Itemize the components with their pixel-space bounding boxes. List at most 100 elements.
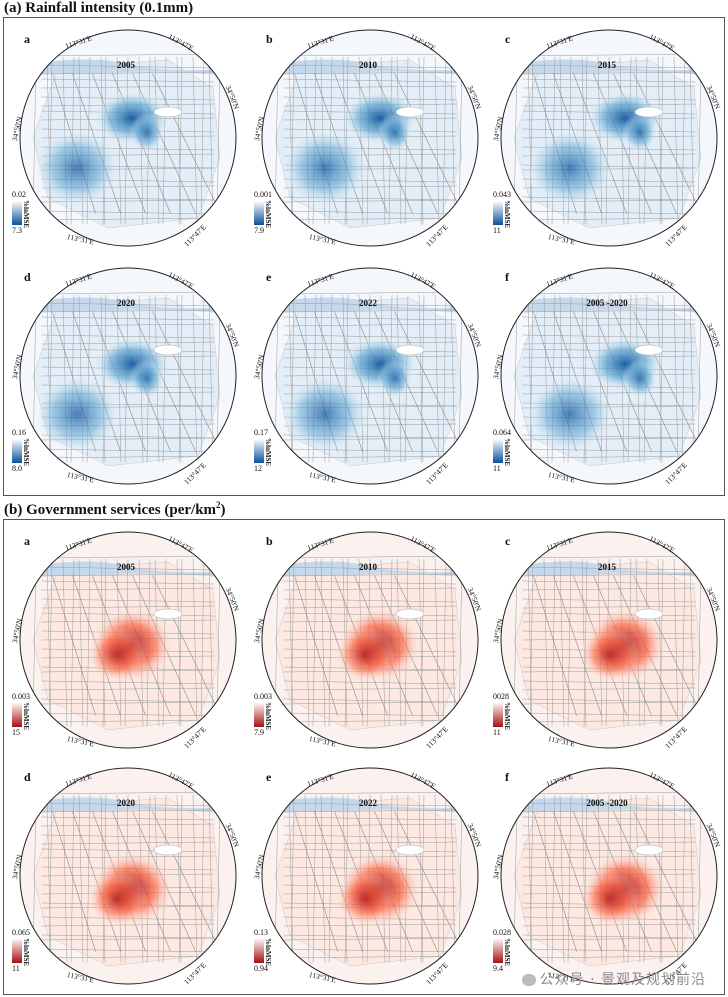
legend-max: 0.003 [12, 692, 30, 701]
hotspot [129, 113, 165, 153]
hotspot [87, 627, 147, 683]
panel-label: c [505, 32, 511, 46]
hotspot [280, 374, 370, 454]
map-svg [493, 531, 718, 749]
lake [153, 106, 183, 118]
legend-min: 8.0 [12, 464, 22, 473]
section-b-frame [3, 519, 725, 995]
legend-max: 0.043 [493, 190, 511, 199]
map-panel-section_a-d: d 2020 113°31'E 113°47'E 34°50'N 34°50'N 113°3… [6, 258, 246, 490]
map-panel-section_a-e: e 2022 113°31'E 113°47'E 34°50'N 34°50'N 113°3… [248, 258, 488, 490]
legend-max: 0.028 [493, 928, 511, 937]
panel-label: e [266, 770, 272, 784]
map-panel-section_b-a: a 2005 113°31'E 113°47'E 34°50'N 34°50'N 113°3… [6, 522, 246, 754]
panel-year: 2022 [359, 298, 377, 308]
panel-label: a [24, 32, 30, 46]
hotspot [32, 374, 122, 454]
panel-label: c [505, 534, 511, 548]
map-svg [12, 767, 237, 985]
watermark: 公众号 · 景观及规划前沿 [521, 969, 706, 989]
legend-unit: %lnMSE [503, 938, 511, 967]
panel-year: 2005 [117, 562, 135, 572]
panel-year: 2005 -2020 [586, 798, 628, 808]
lake [395, 844, 425, 856]
map-svg [493, 767, 718, 985]
lake [634, 106, 664, 118]
legend-unit: %lnMSE [22, 200, 30, 229]
legend-max: 0028 [493, 692, 509, 701]
map-frame-circle [261, 29, 479, 247]
hotspot [622, 359, 658, 399]
panel-label: d [24, 770, 31, 784]
panel-year: 2005 [117, 60, 135, 70]
map-panel-section_a-c: c 2015 113°31'E 113°47'E 34°50'N 34°50'N 113°3… [487, 20, 727, 252]
legend-colorbar [493, 703, 503, 727]
hotspot [622, 113, 658, 153]
map-svg [493, 267, 718, 485]
lake [153, 344, 183, 356]
legend-min: 9.4 [493, 964, 503, 973]
map-frame-circle [500, 767, 718, 985]
map-svg [12, 267, 237, 485]
panel-year: 2022 [359, 798, 377, 808]
map-panel-section_b-b: b 2010 113°31'E 113°47'E 34°50'N 34°50'N 113°3… [248, 522, 488, 754]
panel-label: e [266, 270, 272, 284]
hotspot [580, 871, 640, 927]
legend-unit: %lnMSE [264, 438, 272, 467]
map-panel-section_b-e: e 2022 113°31'E 113°47'E 34°50'N 34°50'N 113°3… [248, 758, 488, 990]
map-panel-section_b-f: f 2005 -2020 113°31'E 113°47'E 34°50'N 34°50'… [487, 758, 727, 990]
hotspot [129, 359, 165, 399]
lake [395, 608, 425, 620]
legend-colorbar [12, 201, 22, 225]
legend-unit: %lnMSE [503, 438, 511, 467]
map-frame-circle [19, 267, 237, 485]
legend-min: 7.3 [12, 226, 22, 235]
panel-year: 2020 [117, 798, 135, 808]
hotspot [335, 871, 395, 927]
hotspot [335, 627, 395, 683]
map-frame-circle [19, 767, 237, 985]
panel-year: 2020 [117, 298, 135, 308]
legend-min: 0.94 [254, 964, 268, 973]
panel-year: 2005 -2020 [586, 298, 628, 308]
lake [634, 608, 664, 620]
map-svg [254, 267, 479, 485]
panel-label: d [24, 270, 31, 284]
lake [153, 608, 183, 620]
legend-max: 0.064 [493, 428, 511, 437]
legend-max: 0.17 [254, 428, 268, 437]
hotspot [525, 128, 615, 208]
legend-min: 12 [254, 464, 262, 473]
lake [634, 344, 664, 356]
legend-unit: %lnMSE [264, 200, 272, 229]
legend-colorbar [12, 939, 22, 963]
legend-colorbar [493, 939, 503, 963]
section-b-title: (b) Government services (per/km2) [4, 500, 226, 518]
map-panel-section_b-c: c 2015 113°31'E 113°47'E 34°50'N 34°50'N 113°3… [487, 522, 727, 754]
panel-label: b [266, 534, 273, 548]
legend-max: 0.001 [254, 190, 272, 199]
legend-min: 11 [12, 964, 20, 973]
map-frame-circle [500, 531, 718, 749]
map-frame-circle [500, 29, 718, 247]
map-svg [493, 29, 718, 247]
map-svg [254, 29, 479, 247]
legend-unit: %lnMSE [22, 938, 30, 967]
map-frame-circle [261, 531, 479, 749]
hotspot [32, 128, 122, 208]
map-frame-circle [19, 531, 237, 749]
legend-min: 15 [12, 728, 20, 737]
map-frame-circle [261, 767, 479, 985]
map-svg [254, 767, 479, 985]
map-panel-section_a-a: a 2005 113°31'E 113°47'E 34°50'N 34°50'N 113°3… [6, 20, 246, 252]
panel-label: b [266, 32, 273, 46]
hotspot [87, 871, 147, 927]
legend-colorbar [493, 201, 503, 225]
hotspot [377, 359, 413, 399]
lake [395, 344, 425, 356]
panel-year: 2015 [598, 60, 616, 70]
legend-colorbar [12, 703, 22, 727]
panel-year: 2015 [598, 562, 616, 572]
legend-unit: %lnMSE [264, 702, 272, 731]
panel-label: a [24, 534, 30, 548]
